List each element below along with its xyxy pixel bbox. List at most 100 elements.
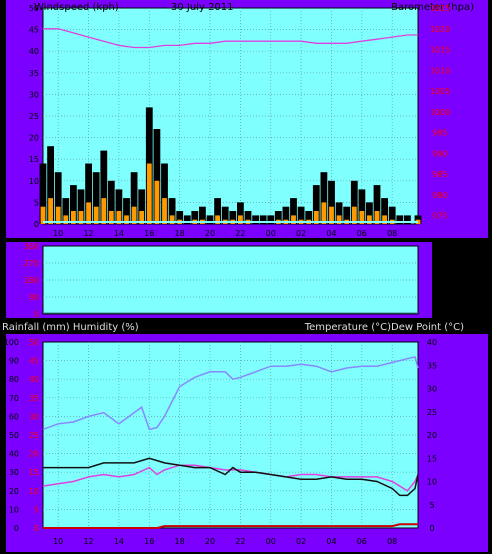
compass-label: E	[437, 292, 443, 303]
humidity-y-tick: 10	[9, 505, 19, 514]
tick-labels: 0510152025303540455097598098599099510001…	[4, 4, 450, 546]
barometer-line	[43, 28, 418, 49]
wind-y-tick: 5	[34, 198, 39, 207]
temp-x-tick: 10	[53, 537, 63, 546]
wind-gust-bar	[404, 215, 411, 224]
barometer-y-tick: 1000	[430, 108, 450, 117]
temperature-y-tick: 15	[427, 454, 437, 463]
wind-gust-bar	[267, 215, 275, 224]
wind-x-tick: 02	[296, 229, 306, 238]
wind-average-bar	[71, 211, 76, 224]
temp-x-tick: 20	[205, 537, 215, 546]
humidity-y-tick: 70	[9, 394, 19, 403]
wind-gust-bar	[138, 189, 146, 224]
direction-y-tick: 360	[24, 242, 39, 251]
wind-gust-bar	[168, 198, 176, 224]
wind-gust-bar	[259, 215, 267, 224]
wind-gust-bar	[70, 185, 77, 224]
wind-average-bar	[169, 215, 175, 224]
barometer-y-tick: 975	[432, 212, 447, 221]
wind-gust-bar	[47, 146, 54, 224]
rainfall-y-tick: 50	[29, 338, 39, 347]
chart-date-title: 30 July 2011	[171, 2, 234, 13]
rainfall-y-tick: 30	[29, 412, 39, 421]
temp-x-tick: 18	[175, 537, 185, 546]
wind-average-bar	[382, 215, 387, 224]
rainfall-y-tick: 10	[29, 487, 39, 496]
temp-x-tick: 14	[114, 537, 124, 546]
wind-y-tick: 30	[29, 90, 39, 99]
wind-average-bar	[124, 215, 129, 224]
wind-x-tick: 20	[205, 229, 215, 238]
wind-gust-bar	[191, 211, 199, 224]
humidity-y-tick: 60	[9, 412, 19, 421]
direction-y-tick: 0	[34, 310, 39, 319]
rainfall-y-tick: 35	[29, 394, 39, 403]
wind-gust-bar	[381, 198, 388, 224]
wind-average-bar	[154, 180, 160, 224]
wind-gust-bar	[373, 185, 381, 224]
temp-x-tick: 22	[235, 537, 245, 546]
wind-average-bar	[48, 198, 53, 224]
wind-average-bar	[238, 215, 243, 224]
wind-gust-bar	[358, 189, 366, 224]
wind-x-tick: 18	[175, 229, 185, 238]
wind-gust-bar	[214, 198, 221, 224]
wind-average-bar	[55, 206, 61, 224]
temperature-y-tick: 30	[427, 385, 437, 394]
wind-average-bar	[78, 211, 84, 224]
compass-label: S	[437, 275, 443, 286]
wind-gust-bar	[77, 189, 85, 224]
temp-x-tick: 08	[387, 537, 397, 546]
wind-gust-bar	[39, 163, 47, 224]
temperature-y-tick: 0	[429, 524, 434, 533]
compass-label: N	[436, 309, 443, 320]
barometer-y-tick: 985	[432, 170, 447, 179]
temp-x-tick: 00	[266, 537, 276, 546]
rainfall-y-tick: 25	[29, 431, 39, 440]
temp-x-tick: 16	[144, 537, 154, 546]
wind-gust-bar	[274, 211, 282, 224]
direction-y-tick: 180	[24, 276, 39, 285]
wind-gust-bar	[221, 206, 229, 224]
barometer-y-tick: 1010	[430, 66, 450, 75]
humidity-y-tick: 100	[4, 338, 19, 347]
rainfall-y-tick: 20	[29, 450, 39, 459]
rainfall-y-tick: 5	[34, 505, 39, 514]
barometer-y-tick: 980	[432, 191, 447, 200]
wind-y-tick: 15	[29, 155, 39, 164]
wind-y-tick: 50	[29, 4, 39, 13]
wind-gust-bar	[335, 202, 343, 224]
wind-gust-bar	[176, 211, 184, 224]
wind-gust-bar	[290, 198, 297, 224]
wind-gust-bar	[115, 189, 123, 224]
wind-average-bar	[40, 206, 46, 224]
wind-gust-bar	[62, 198, 70, 224]
temperature-y-tick: 35	[427, 361, 437, 370]
humidity-y-tick: 50	[9, 431, 19, 440]
wind-gust-bar	[161, 163, 168, 224]
wind-gust-bar	[312, 185, 320, 224]
barometer-y-tick: 1020	[430, 25, 450, 34]
temperature-y-tick: 5	[429, 501, 434, 510]
temperature-y-tick: 25	[427, 408, 437, 417]
barometer-y-tick: 1015	[430, 46, 450, 55]
wind-average-bar	[291, 215, 296, 224]
wind-gust-bar	[206, 215, 214, 224]
humidity-y-tick: 20	[9, 487, 19, 496]
barometer-y-tick: 1005	[430, 87, 450, 96]
wind-gust-bar	[85, 163, 92, 224]
wind-gust-bar	[123, 198, 130, 224]
wind-gust-bar	[130, 172, 138, 224]
wind-average-bar	[116, 211, 122, 224]
rainfall-y-tick: 40	[29, 375, 39, 384]
wind-average-bar	[101, 198, 107, 224]
wind-x-tick: 12	[83, 229, 93, 238]
wind-x-tick: 14	[114, 229, 124, 238]
temp-x-tick: 02	[296, 537, 306, 546]
wind-average-bar	[131, 206, 137, 224]
wind-average-bar	[336, 215, 342, 224]
wind-gust-bar	[237, 202, 244, 224]
wind-x-tick: 08	[387, 229, 397, 238]
wind-x-tick: 22	[235, 229, 245, 238]
